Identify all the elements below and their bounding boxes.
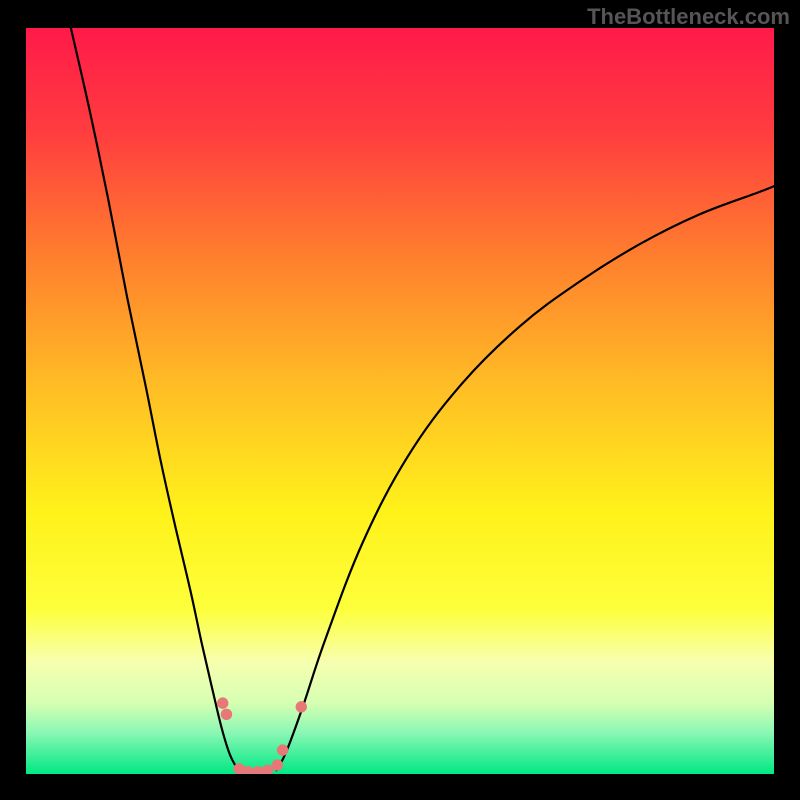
watermark-text: TheBottleneck.com (587, 4, 790, 30)
marker-point (218, 698, 228, 708)
marker-point (277, 745, 287, 755)
chart-canvas (26, 28, 774, 774)
chart-background (26, 28, 774, 774)
marker-point (262, 765, 272, 774)
marker-point (243, 767, 253, 774)
marker-point (253, 767, 263, 774)
marker-point (221, 709, 231, 719)
marker-point (272, 760, 282, 770)
chart-frame: TheBottleneck.com (0, 0, 800, 800)
marker-point (296, 702, 306, 712)
